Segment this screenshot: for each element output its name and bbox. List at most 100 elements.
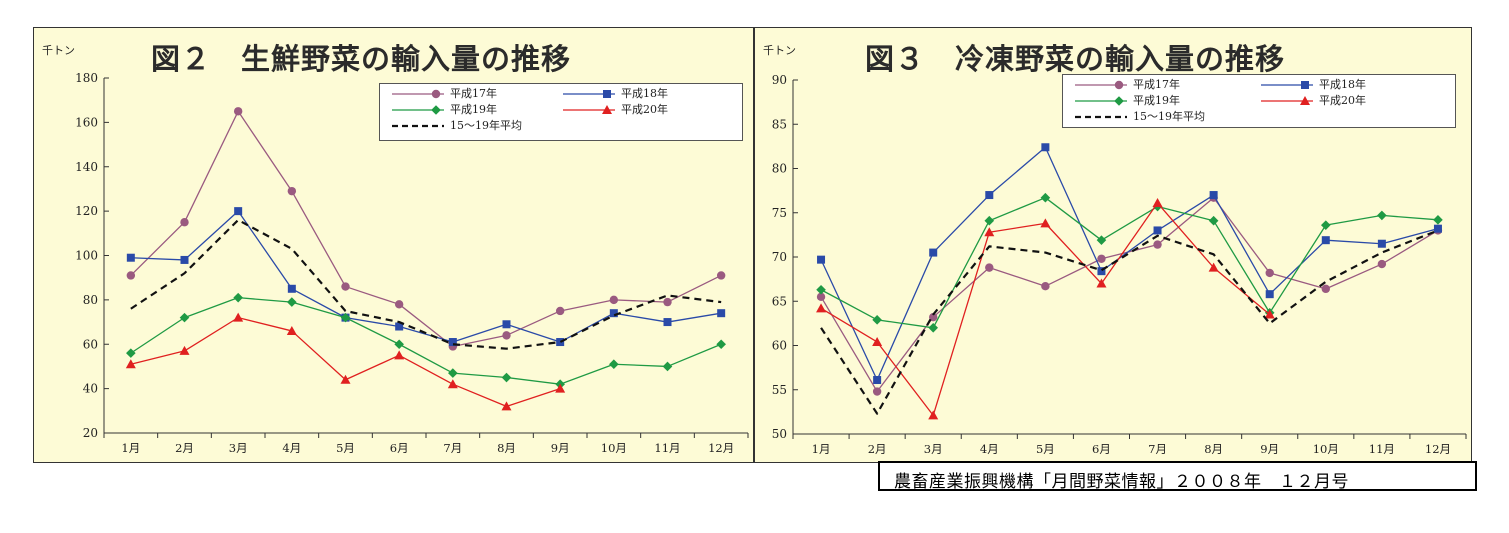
data-point: [716, 271, 726, 280]
y-tick-label: 70: [772, 250, 787, 264]
data-point: [1209, 191, 1218, 200]
y-tick-label: 55: [772, 383, 787, 397]
data-point: [180, 218, 189, 227]
data-point: [1041, 143, 1050, 152]
y-tick-label: 65: [772, 294, 787, 308]
data-point: [1265, 290, 1274, 299]
data-point: [984, 215, 995, 226]
data-point: [1040, 218, 1051, 228]
data-point: [1208, 215, 1219, 226]
data-point: [287, 297, 297, 307]
x-tick-label: 10月: [601, 441, 627, 455]
x-tick-label: 6月: [390, 441, 409, 455]
data-point: [555, 383, 566, 393]
x-tick-label: 11月: [654, 441, 680, 455]
data-point: [663, 297, 672, 307]
series-line: [130, 316, 561, 408]
data-point: [1097, 254, 1106, 263]
x-tick-label: 10月: [1313, 442, 1339, 456]
data-point: [872, 336, 883, 346]
data-point: [1040, 192, 1051, 203]
x-tick-label: 1月: [812, 442, 831, 456]
y-tick-label: 180: [75, 71, 98, 85]
data-point: [1433, 215, 1443, 225]
x-tick-label: 11月: [1369, 442, 1395, 456]
data-point: [126, 348, 136, 358]
legend-label: 15～19年平均: [450, 119, 522, 132]
data-point: [1097, 267, 1106, 276]
data-point: [501, 372, 512, 383]
legend-swatch-marker: [602, 105, 612, 114]
x-tick-label: 3月: [229, 441, 248, 455]
data-point: [286, 325, 297, 335]
series-line: [130, 297, 722, 385]
legend-swatch-marker: [431, 89, 441, 99]
y-tick-label: 60: [83, 337, 98, 351]
data-point: [126, 271, 136, 280]
data-point: [394, 339, 404, 350]
legend-swatch: [1261, 96, 1313, 105]
data-point: [1152, 198, 1163, 208]
legend-swatch: [563, 90, 615, 98]
legend-swatch-marker: [1301, 81, 1309, 89]
data-point: [1377, 259, 1387, 269]
data-point: [447, 379, 458, 389]
data-point: [179, 312, 190, 323]
data-point: [928, 410, 939, 420]
legend-label: 平成19年: [1133, 94, 1180, 107]
data-point: [1377, 239, 1386, 248]
x-tick-label: 6月: [1092, 442, 1111, 456]
legend-swatch: [1075, 80, 1127, 90]
x-tick-label: 1月: [121, 441, 140, 455]
data-point: [1265, 268, 1274, 278]
x-tick-label: 4月: [282, 441, 301, 455]
data-point: [985, 263, 994, 272]
data-point: [234, 207, 243, 216]
series-line: [820, 229, 1439, 415]
chart-legend: 平成17年 平成18年 平成19年 平成20年 15～19年平均: [379, 83, 743, 141]
y-tick-label: 80: [772, 162, 787, 176]
y-tick-label: 20: [83, 426, 98, 440]
y-unit-label: 千トン: [763, 44, 796, 57]
data-point: [502, 320, 511, 329]
chart-panel-frozen: 千トン 図３ 冷凍野菜の輸入量の推移 50 55 60 65 70 75 80 85 90 1月 2…: [754, 27, 1472, 463]
chart-panel-fresh: 千トン 図２ 生鮮野菜の輸入量の推移 20 40 60 80 100 120 140 160 1…: [33, 27, 754, 463]
data-point: [233, 107, 243, 116]
x-tick-label: 9月: [551, 441, 570, 455]
data-point: [663, 318, 672, 327]
data-point: [1153, 240, 1162, 249]
data-point: [1321, 284, 1330, 294]
y-tick-label: 140: [75, 160, 98, 174]
x-tick-label: 7月: [443, 441, 462, 455]
legend-label: 平成17年: [450, 87, 497, 100]
chart-plot: 50 55 60 65 70 75 80 85 90 1月 2月 3月 4月 5月 6月 7月 8月 9月 10月 1…: [772, 73, 1467, 456]
data-point: [1041, 282, 1050, 291]
source-citation-box: 農畜産業振興機構「月間野菜情報」２００８年 １２月号: [878, 461, 1477, 492]
x-tick-label: 8月: [1204, 442, 1223, 456]
legend-swatch-marker: [1114, 96, 1124, 106]
chart-legend: 平成17年 平成18年 平成19年 平成20年 15～19年平均: [1062, 74, 1456, 128]
y-tick-label: 85: [772, 117, 787, 131]
data-point: [872, 315, 882, 325]
legend-label: 15～19年平均: [1133, 110, 1205, 123]
data-point: [287, 186, 297, 196]
chart-plot: 20 40 60 80 100 120 140 160 180 1月 2月 3月 4月 5月 6月 7月 8月 9…: [75, 71, 749, 455]
series-line: [820, 202, 1271, 417]
data-point: [816, 303, 827, 313]
y-tick-label: 100: [75, 249, 98, 263]
legend-swatch-marker: [431, 105, 441, 115]
y-tick-label: 75: [772, 206, 787, 220]
x-tick-label: 12月: [708, 441, 734, 455]
data-point: [448, 368, 458, 378]
data-point: [872, 387, 882, 396]
x-tick-label: 3月: [924, 442, 943, 456]
data-point: [1153, 226, 1162, 235]
data-point: [394, 300, 404, 309]
data-point: [233, 292, 243, 303]
x-tick-label: 7月: [1148, 442, 1167, 456]
legend-label: 平成18年: [621, 87, 668, 100]
x-tick-label: 4月: [980, 442, 999, 456]
data-point: [555, 306, 565, 316]
data-point: [929, 248, 938, 257]
data-point: [501, 401, 512, 411]
